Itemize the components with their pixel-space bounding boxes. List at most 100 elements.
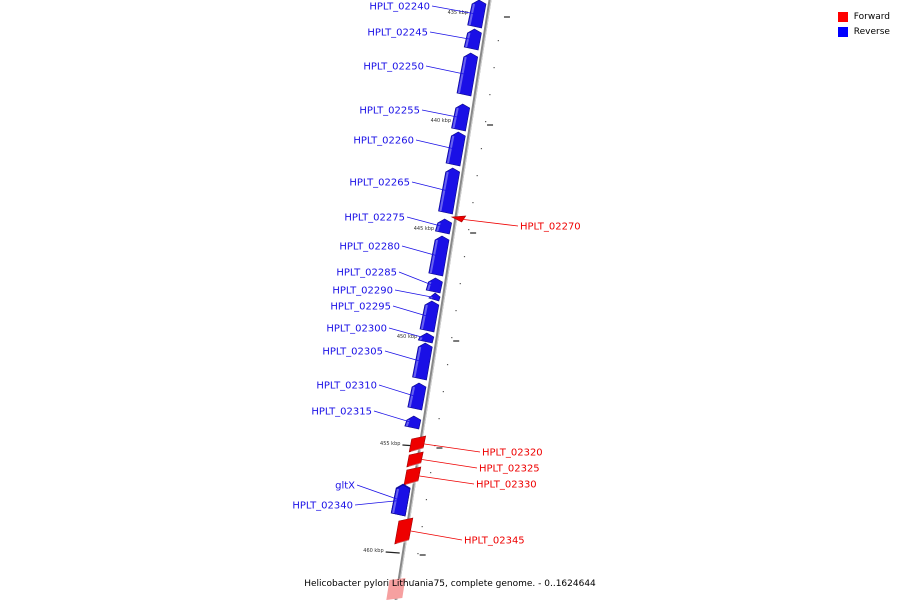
genome-backbone <box>394 0 492 600</box>
gene-hplt_02310[interactable] <box>407 382 427 411</box>
gene-arrow[interactable] <box>425 277 443 294</box>
gene-hplt_02340[interactable] <box>390 484 411 517</box>
gene-hplt_02275[interactable] <box>434 218 453 235</box>
gene-hplt_02270[interactable] <box>450 215 467 223</box>
minor-tick <box>468 229 470 231</box>
gene-arrow[interactable] <box>407 382 427 411</box>
gene-label[interactable]: HPLT_02265 <box>349 178 410 189</box>
gene-label[interactable]: HPLT_02330 <box>476 480 537 491</box>
gene-arrow[interactable] <box>450 215 467 223</box>
gene-arrow-shine <box>439 171 449 212</box>
gene-leader-line <box>388 327 426 339</box>
gene-label[interactable]: HPLT_02280 <box>339 242 400 253</box>
gene-arrow[interactable] <box>445 131 466 167</box>
gene-leader-line <box>392 305 429 317</box>
gene-hplt_02255[interactable] <box>451 103 471 132</box>
gene-hplt_02305[interactable] <box>412 342 433 381</box>
gene-label[interactable]: HPLT_02275 <box>344 213 405 224</box>
gene-arrow[interactable] <box>412 342 433 381</box>
tick-label: 460 kbp <box>363 548 383 554</box>
gene-arrow[interactable] <box>390 484 411 517</box>
gene-leader-line <box>415 139 455 150</box>
gene-arrow-shine <box>429 239 439 274</box>
gene-arrow[interactable] <box>406 451 424 468</box>
gene-label[interactable]: HPLT_02290 <box>332 286 393 297</box>
gene-arrow <box>386 578 406 600</box>
gene-hplt_02250[interactable] <box>456 52 479 97</box>
gene-arrow[interactable] <box>451 103 471 132</box>
gene-arrow-shine <box>410 447 426 453</box>
gene-label[interactable]: HPLT_02285 <box>336 268 397 279</box>
gene-leader-line <box>459 218 519 227</box>
minor-tick <box>417 553 419 555</box>
gene-arrow-shine <box>430 296 433 299</box>
minor-tick <box>451 337 453 339</box>
gene-leader-line <box>421 459 478 469</box>
gene-label[interactable]: HPLT_02245 <box>367 28 428 39</box>
gene-hplt_02290[interactable] <box>428 292 441 302</box>
gene-arrow-shine <box>396 539 412 545</box>
labels-layer: HPLT_02240 HPLT_02245 HPLT_02250 HPLT_02255… <box>292 2 580 547</box>
gene-hplt_02245[interactable] <box>463 28 482 51</box>
gene-hplt_02300[interactable] <box>417 332 435 344</box>
minor-tick <box>476 175 478 177</box>
gene-label[interactable]: HPLT_02315 <box>311 407 372 418</box>
gene-label[interactable]: HPLT_02325 <box>479 464 540 475</box>
gene-leader-line <box>354 500 400 506</box>
gene-hplt_02295[interactable] <box>419 300 440 333</box>
gene-hplt_02315[interactable] <box>404 415 422 430</box>
gene-arrow[interactable] <box>438 167 461 215</box>
gene-hplt_02265[interactable] <box>438 167 461 215</box>
gene-arrow-shine <box>405 480 421 486</box>
gene-hplt_02280[interactable] <box>428 235 450 277</box>
gene-label[interactable]: HPLT_02255 <box>359 106 420 117</box>
gene-hplt_02260[interactable] <box>445 131 466 167</box>
gene-label[interactable]: HPLT_02240 <box>369 2 430 13</box>
tick-label: 455 kbp <box>380 441 400 447</box>
gene-arrow[interactable] <box>419 300 440 333</box>
gene-arrow[interactable] <box>434 218 453 235</box>
gene-label[interactable]: HPLT_02345 <box>464 536 525 547</box>
gene-arrow[interactable] <box>467 0 487 29</box>
gene-label[interactable]: HPLT_02260 <box>353 136 414 147</box>
gene-label[interactable]: HPLT_02340 <box>292 501 353 512</box>
gene-hplt_02240[interactable] <box>467 0 487 29</box>
gene-label[interactable]: HPLT_02310 <box>316 381 377 392</box>
gene-hplt_02285[interactable] <box>425 277 443 294</box>
gene-leader-line <box>419 475 475 485</box>
gene-arrow[interactable] <box>394 517 414 545</box>
legend-item-forward: Forward <box>837 9 890 24</box>
gene-arrow[interactable] <box>403 466 422 486</box>
minor-tick <box>438 418 440 420</box>
gene-label[interactable]: HPLT_02250 <box>363 62 424 73</box>
gene-arrow[interactable] <box>428 235 450 277</box>
gene-label[interactable]: HPLT_02295 <box>330 302 391 313</box>
gene-arrow[interactable] <box>408 435 427 453</box>
genome-caption: Helicobacter pylori Lithuania75, complet… <box>304 579 596 589</box>
gene-leader-line <box>356 484 400 501</box>
gene-arrow[interactable] <box>404 415 422 430</box>
legend-label: Reverse <box>853 26 890 37</box>
gene-hplt_02325[interactable] <box>406 451 424 468</box>
gene-arrow[interactable] <box>463 28 482 51</box>
gene-label[interactable]: HPLT_02320 <box>482 448 543 459</box>
gene-arrow-shine <box>421 304 428 330</box>
gene-leader-line <box>384 350 422 362</box>
gene-label[interactable]: HPLT_02270 <box>520 222 581 233</box>
gene-label[interactable]: gltX <box>335 481 355 492</box>
gene-label[interactable]: HPLT_02300 <box>326 324 387 335</box>
genome-backbone-highlight <box>396 0 492 600</box>
gene-arrow[interactable] <box>456 52 479 97</box>
gene-hplt_02345[interactable] <box>394 517 414 545</box>
gene-partial-bottom <box>386 578 406 600</box>
gene-arrow-shine <box>436 222 441 232</box>
gene-hplt_02330[interactable] <box>403 466 422 486</box>
forward-swatch <box>837 11 848 22</box>
gene-leader-line <box>431 5 476 15</box>
gene-label[interactable]: HPLT_02305 <box>322 347 383 358</box>
gene-arrow-shine <box>465 32 471 48</box>
gene-hplt_02320[interactable] <box>408 435 427 453</box>
gene-leader-line <box>411 181 449 192</box>
gene-arrow[interactable] <box>428 292 441 302</box>
gene-arrow[interactable] <box>417 332 435 344</box>
